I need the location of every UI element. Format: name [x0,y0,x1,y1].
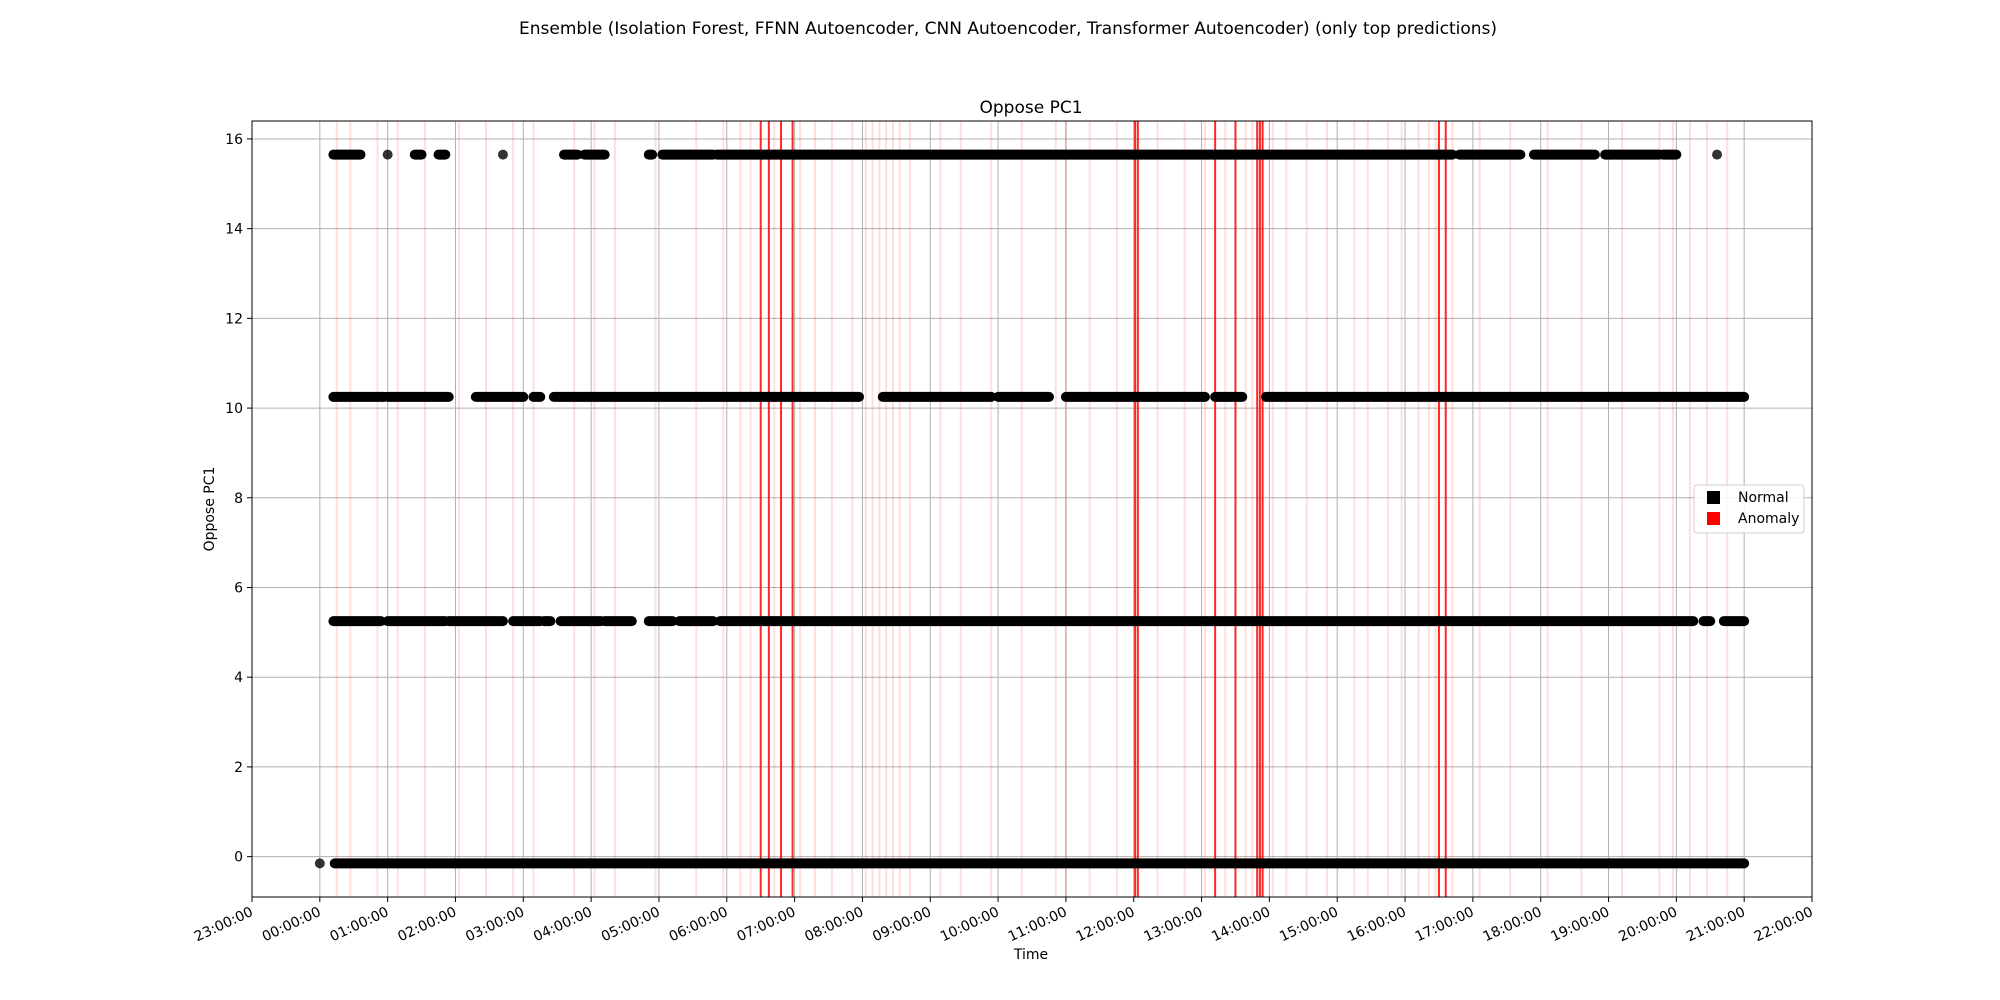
data-point-run [877,391,997,402]
data-point-run [1454,149,1526,160]
y-tick-label: 4 [234,670,243,686]
data-point [1712,149,1723,160]
legend-swatch-normal [1707,491,1720,504]
y-tick-label: 8 [234,491,243,507]
legend-swatch-anomaly [1707,512,1720,525]
x-tick-label: 10:00:00 [938,904,1002,945]
x-tick-label: 05:00:00 [599,904,663,945]
data-point-run [789,149,1458,160]
data-point-run [1600,149,1665,160]
x-tick-label: 18:00:00 [1481,904,1545,945]
data-point [382,149,393,160]
x-tick-label: 08:00:00 [802,904,866,945]
x-tick-label: 15:00:00 [1277,904,1341,945]
x-tick-label: 20:00:00 [1616,904,1680,945]
y-tick-label: 2 [234,760,243,776]
data-point-run [579,149,610,160]
x-tick-label: 04:00:00 [531,904,595,945]
data-point-run [443,616,508,627]
x-tick-label: 06:00:00 [667,904,731,945]
chart-title: Oppose PC1 [979,98,1082,118]
y-tick-label: 12 [225,311,243,327]
data-point-run [599,616,637,627]
y-axis-label: Oppose PC1 [202,467,218,552]
data-point-run [508,616,546,627]
data-point-run [1698,616,1716,627]
x-tick-label: 16:00:00 [1345,904,1409,945]
data-point-run [643,616,678,627]
x-tick-label: 02:00:00 [395,904,459,945]
data-point-run [433,149,451,160]
y-tick-label: 6 [234,580,243,596]
data-points [314,149,1750,869]
legend-label-normal: Normal [1738,490,1789,506]
x-tick-label: 00:00:00 [260,904,324,945]
grid-lines [251,121,1813,897]
x-tick-label: 14:00:00 [1209,904,1273,945]
data-point-run [555,616,607,627]
data-point-run [328,391,390,402]
x-tick-label: 03:00:00 [463,904,527,945]
x-tick-label: 11:00:00 [1006,904,1070,945]
x-tick-label: 21:00:00 [1684,904,1748,945]
data-point-run [657,149,719,160]
x-tick-label: 17:00:00 [1413,904,1477,945]
data-point-run [711,149,800,160]
x-tick-label: 07:00:00 [735,904,799,945]
figure-suptitle: Ensemble (Isolation Forest, FFNN Autoenc… [519,19,1497,39]
y-tick-label: 0 [234,850,243,866]
y-tick-label: 16 [225,132,243,148]
data-point-run [643,149,658,160]
legend-label-anomaly: Anomaly [1738,511,1799,527]
data-point-run [382,616,451,627]
data-point-run [1528,149,1600,160]
data-point [497,149,508,160]
x-axis-label: Time [1013,947,1048,963]
legend: Normal Anomaly [1693,484,1805,534]
data-point-run [538,616,556,627]
data-point-run [1657,149,1682,160]
x-tick-label: 23:00:00 [192,904,256,945]
data-point-run [993,391,1054,402]
anomaly-bands [335,121,1729,897]
data-point-run [559,149,583,160]
legend-frame [1693,484,1805,534]
data-point-run [1210,391,1248,402]
x-tick-label: 13:00:00 [1141,904,1205,945]
data-point-run [674,616,719,627]
y-axis-ticks: 0 2 4 6 8 10 12 14 16 [225,132,252,866]
x-tick-label: 19:00:00 [1548,904,1612,945]
y-tick-label: 14 [225,222,243,238]
data-point-run [1060,391,1210,402]
x-tick-label: 01:00:00 [328,904,392,945]
data-point-run [1261,391,1750,402]
x-tick-label: 12:00:00 [1074,904,1138,945]
data-point-run [470,391,529,402]
x-tick-label: 09:00:00 [870,904,934,945]
y-tick-label: 10 [225,401,243,417]
data-point-run [328,149,366,160]
data-point-run [409,149,427,160]
plot-frame [251,120,1813,898]
data-point [314,858,325,869]
x-tick-label: 22:00:00 [1752,904,1816,945]
data-point-run [1718,616,1750,627]
data-point-run [382,391,454,402]
data-point-run [548,391,865,402]
data-point-run [329,858,1750,869]
x-axis-ticks: 23:00:00 00:00:00 01:00:00 02:00:00 03:00:00… [192,897,1816,945]
data-point-run [328,616,386,627]
data-point-run [715,616,1699,627]
data-point-run [528,391,546,402]
